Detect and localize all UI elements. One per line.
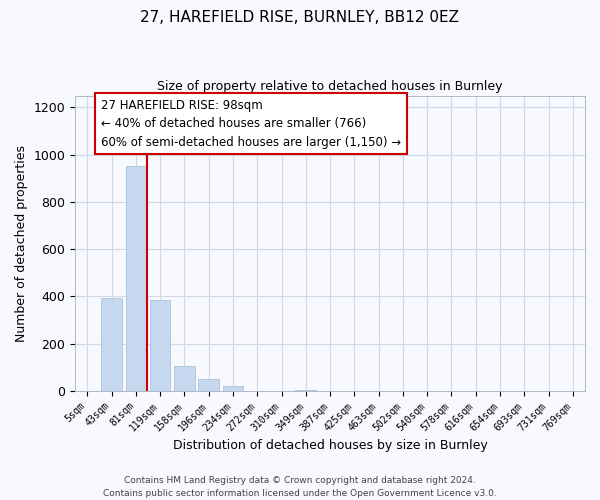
Bar [199,379,219,391]
Bar [223,386,243,391]
Title: Size of property relative to detached houses in Burnley: Size of property relative to detached ho… [157,80,503,93]
Bar [295,390,316,391]
X-axis label: Distribution of detached houses by size in Burnley: Distribution of detached houses by size … [173,440,487,452]
Bar [101,298,122,391]
Text: Contains HM Land Registry data © Crown copyright and database right 2024.
Contai: Contains HM Land Registry data © Crown c… [103,476,497,498]
Y-axis label: Number of detached properties: Number of detached properties [15,144,28,342]
Text: 27, HAREFIELD RISE, BURNLEY, BB12 0EZ: 27, HAREFIELD RISE, BURNLEY, BB12 0EZ [140,10,460,25]
Bar [174,366,195,391]
Bar [125,166,146,391]
Bar [150,300,170,391]
Text: 27 HAREFIELD RISE: 98sqm
← 40% of detached houses are smaller (766)
60% of semi-: 27 HAREFIELD RISE: 98sqm ← 40% of detach… [101,98,401,148]
